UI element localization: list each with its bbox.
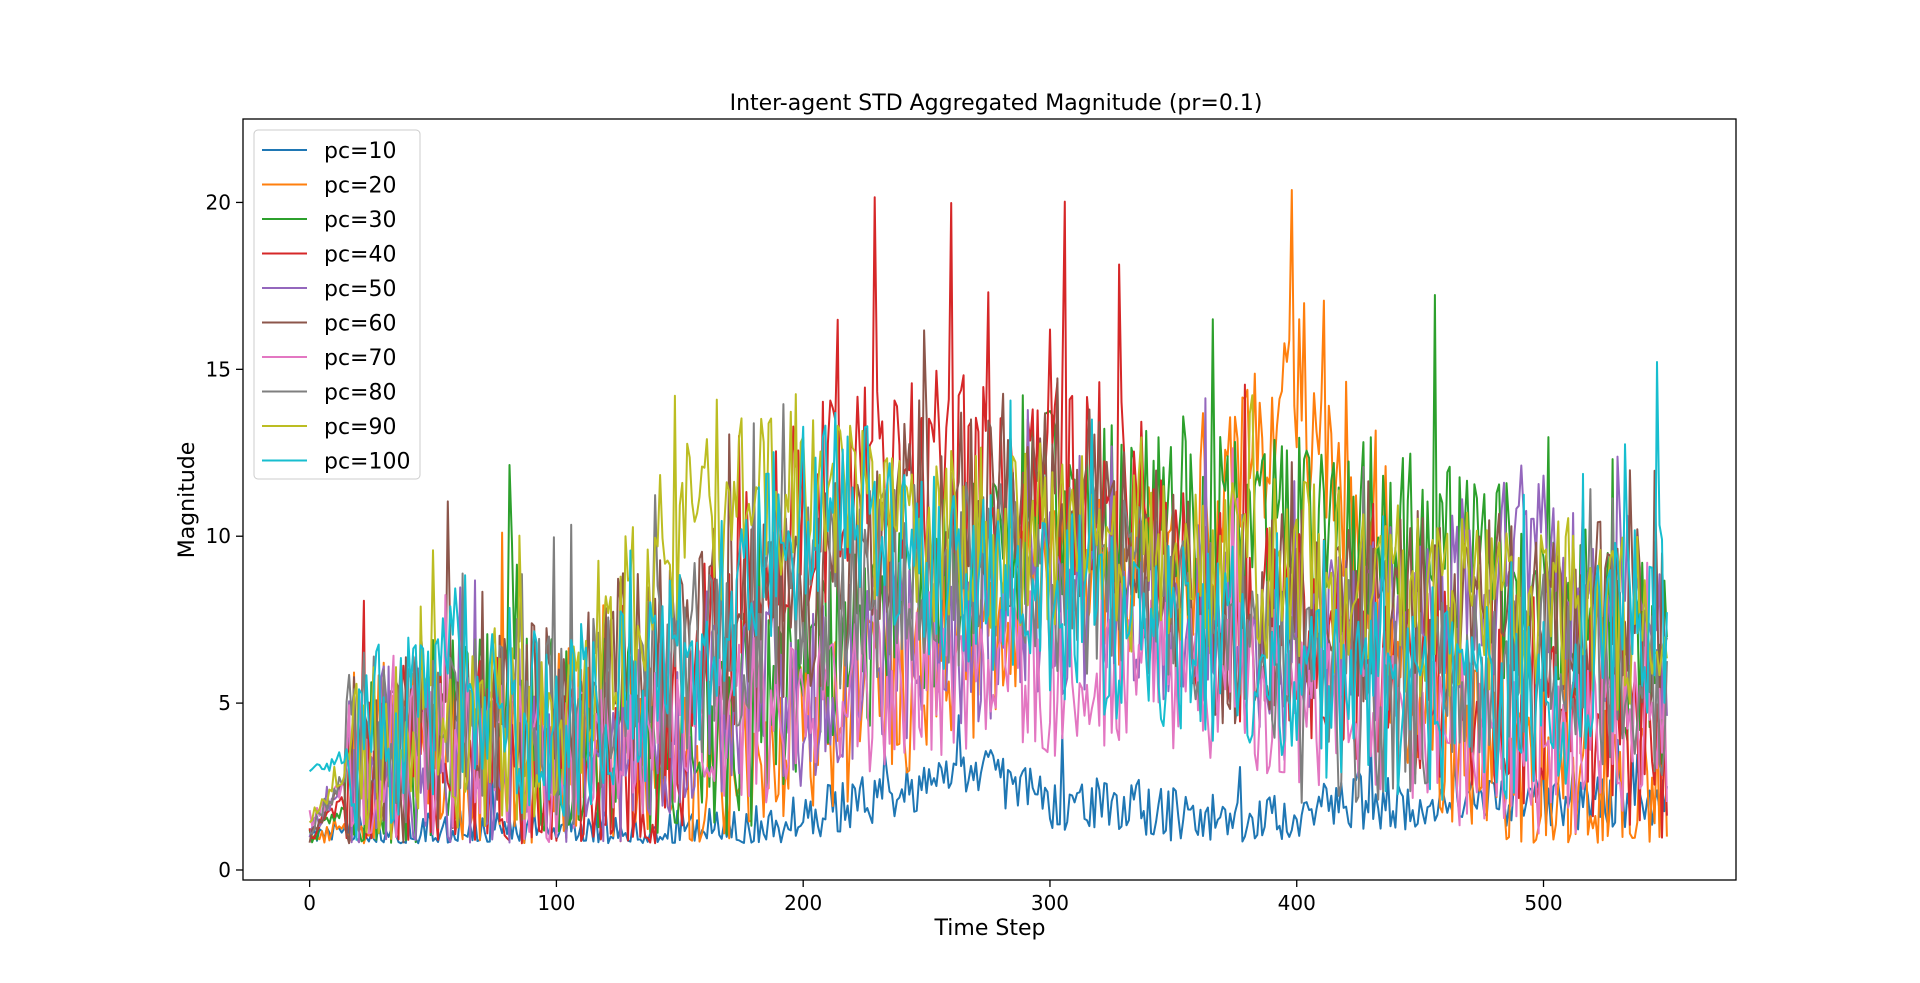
legend: pc=10 pc=20 pc=30 pc=40 pc=50 pc=60 pc=70 pc=80… (253, 129, 421, 480)
legend-item: pc=40 (262, 243, 397, 268)
legend-label: pc=90 (324, 415, 397, 440)
legend-item: pc=70 (262, 346, 397, 371)
legend-item: pc=10 (262, 139, 397, 164)
legend-item: pc=30 (262, 208, 397, 233)
legend-item: pc=20 (262, 174, 397, 199)
y-tick-label: 5 (218, 691, 231, 715)
x-tick: 0 (303, 880, 316, 915)
x-tick-label: 500 (1524, 891, 1562, 915)
legend-label: pc=30 (324, 208, 397, 233)
x-tick: 200 (784, 880, 822, 915)
series-line-pc-80 (309, 403, 1668, 835)
series-line-pc-70 (308, 447, 1668, 843)
legend-label: pc=80 (324, 381, 397, 406)
legend-label: pc=10 (324, 139, 397, 164)
y-tick: 0 (218, 858, 243, 882)
series-line-pc-10 (308, 714, 1668, 845)
plot-frame (242, 118, 1737, 881)
y-tick-label: 0 (218, 858, 231, 882)
legend-item: pc=90 (262, 415, 397, 440)
y-tick: 20 (206, 190, 243, 214)
x-tick-label: 300 (1031, 891, 1069, 915)
legend-label: pc=70 (324, 346, 397, 371)
x-tick: 400 (1278, 880, 1316, 915)
x-tick: 300 (1031, 880, 1069, 915)
legend-label: pc=100 (324, 450, 411, 475)
y-tick-label: 20 (206, 190, 231, 214)
legend-item: pc=100 (262, 450, 411, 475)
legend-item: pc=60 (262, 312, 397, 337)
x-tick-label: 100 (537, 891, 575, 915)
x-axis-label: Time Step (934, 916, 1046, 941)
series-line-pc-60 (308, 329, 1668, 845)
x-tick-label: 200 (784, 891, 822, 915)
y-tick-label: 10 (206, 524, 231, 548)
legend-label: pc=50 (324, 277, 397, 302)
legend-label: pc=60 (324, 312, 397, 337)
legend-label: pc=40 (324, 243, 397, 268)
x-tick-label: 400 (1278, 891, 1316, 915)
legend-item: pc=80 (262, 381, 397, 406)
x-axis: 0 100 200 300 400 500 (303, 880, 1563, 915)
series-layer (308, 189, 1668, 845)
y-tick: 5 (218, 691, 243, 715)
y-axis-label: Magnitude (175, 442, 200, 559)
y-tick: 15 (206, 357, 243, 381)
x-tick-label: 0 (303, 891, 316, 915)
x-tick: 100 (537, 880, 576, 915)
y-axis: 0 5 10 15 20 (206, 190, 243, 882)
chart-title: Inter-agent STD Aggregated Magnitude (pr… (730, 91, 1263, 116)
legend-label: pc=20 (324, 174, 397, 199)
y-tick-label: 15 (206, 357, 231, 381)
x-tick: 500 (1524, 880, 1563, 915)
legend-item: pc=50 (262, 277, 397, 302)
y-tick: 10 (206, 524, 243, 548)
series-line-pc-100 (308, 361, 1668, 841)
